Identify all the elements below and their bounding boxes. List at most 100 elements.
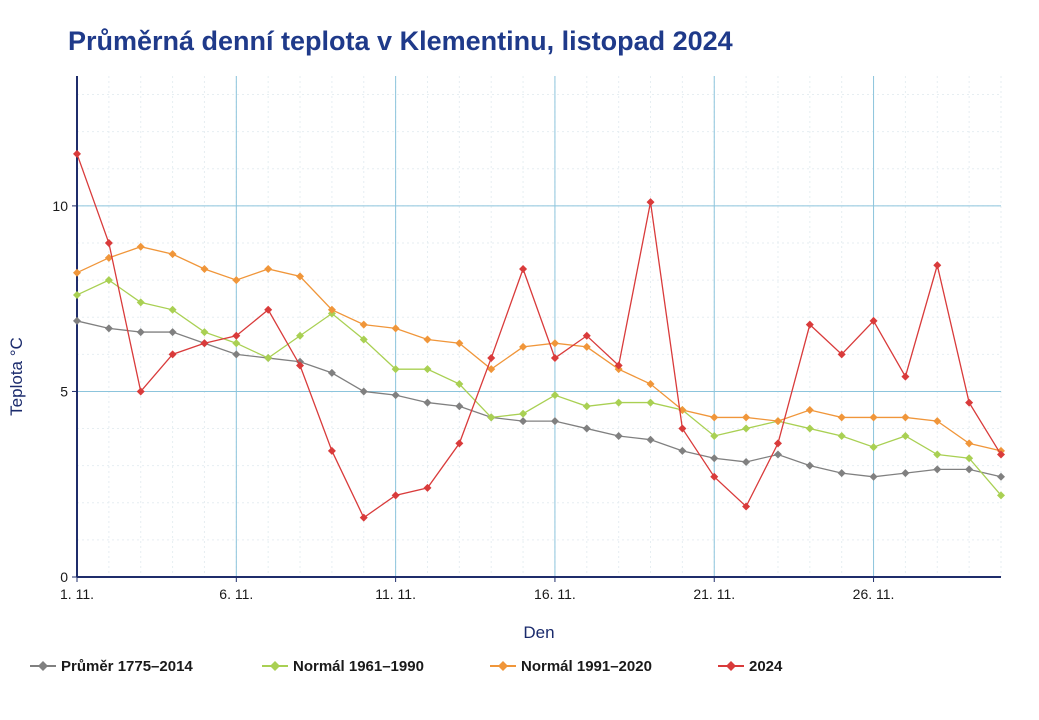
legend-marker <box>498 661 508 671</box>
data-point <box>614 431 623 440</box>
legend-label: Normál 1991–2020 <box>521 658 652 675</box>
data-point <box>742 457 751 466</box>
data-point <box>232 339 241 348</box>
series-line <box>76 279 1002 496</box>
data-point <box>933 450 942 459</box>
data-point <box>965 398 974 407</box>
data-point <box>296 361 305 370</box>
data-point <box>582 424 591 433</box>
data-point <box>487 365 496 374</box>
data-point <box>742 502 751 511</box>
legend-marker <box>38 661 48 671</box>
x-tick-label: 1. 11. <box>60 586 94 602</box>
data-point <box>582 331 591 340</box>
data-point <box>742 424 751 433</box>
data-point <box>933 261 942 270</box>
x-axis-title: Den <box>523 623 554 642</box>
data-point <box>487 413 496 422</box>
data-point <box>614 398 623 407</box>
legend: Průměr 1775–2014 Normál 1961–1990 Normál 1… <box>30 658 783 675</box>
data-point <box>965 454 974 463</box>
data-point <box>710 431 719 440</box>
data-point <box>646 398 655 407</box>
data-point <box>136 242 145 251</box>
data-point <box>869 316 878 325</box>
legend-label: Normál 1961–1990 <box>293 658 424 675</box>
x-tick-label: 6. 11. <box>219 586 253 602</box>
data-point <box>327 368 336 377</box>
data-point <box>73 316 81 325</box>
axes <box>72 76 1001 582</box>
data-point <box>519 342 528 351</box>
data-point <box>73 268 81 277</box>
data-point <box>264 354 273 363</box>
data-point <box>73 149 81 158</box>
data-point <box>965 465 974 474</box>
series-line <box>76 246 1002 452</box>
data-point <box>773 450 782 459</box>
data-point <box>296 331 305 340</box>
data-point <box>168 328 177 337</box>
data-point <box>104 253 113 262</box>
data-point <box>997 491 1005 500</box>
data-point <box>773 417 782 426</box>
data-point <box>678 446 687 455</box>
data-point <box>327 305 336 314</box>
data-point <box>168 350 177 359</box>
data-point <box>710 413 719 422</box>
data-point <box>550 391 559 400</box>
data-point <box>519 409 528 418</box>
data-point <box>550 354 559 363</box>
data-point <box>933 417 942 426</box>
data-point <box>104 276 113 285</box>
data-point <box>837 413 846 422</box>
data-point <box>805 320 814 329</box>
data-point <box>455 439 464 448</box>
y-tick-label: 10 <box>52 198 68 214</box>
data-point <box>519 264 528 273</box>
x-tick-label: 21. 11. <box>693 586 735 602</box>
data-point <box>391 324 400 333</box>
data-point <box>901 372 910 381</box>
data-point <box>359 387 368 396</box>
data-point <box>805 424 814 433</box>
data-point <box>232 276 241 285</box>
data-point <box>455 339 464 348</box>
data-point <box>742 413 751 422</box>
data-point <box>582 342 591 351</box>
data-point <box>264 264 273 273</box>
data-point <box>136 387 145 396</box>
data-point <box>455 402 464 411</box>
data-point <box>837 469 846 478</box>
data-point <box>805 406 814 414</box>
series-line <box>76 320 1002 478</box>
data-point <box>104 324 113 333</box>
data-point <box>423 483 432 492</box>
data-point <box>997 450 1005 459</box>
data-point <box>582 402 591 411</box>
data-point <box>296 272 305 281</box>
data-point <box>614 361 623 370</box>
data-point <box>455 380 464 389</box>
data-point <box>837 431 846 440</box>
x-tick-label: 26. 11. <box>853 586 895 602</box>
data-point <box>519 417 528 426</box>
data-point <box>200 264 209 273</box>
data-point <box>168 305 177 314</box>
data-point <box>423 398 432 407</box>
data-point <box>869 413 878 422</box>
data-point <box>710 472 719 481</box>
data-point <box>423 335 432 344</box>
data-point <box>200 339 209 348</box>
data-point <box>359 513 368 522</box>
data-point <box>646 380 655 389</box>
data-point <box>232 350 241 359</box>
data-point <box>487 354 496 363</box>
data-point <box>933 465 942 474</box>
data-point <box>391 391 400 400</box>
data-point <box>200 328 209 337</box>
y-axis-title: Teplota °C <box>7 337 26 416</box>
data-point <box>965 439 974 448</box>
x-tick-label: 11. 11. <box>375 586 416 602</box>
